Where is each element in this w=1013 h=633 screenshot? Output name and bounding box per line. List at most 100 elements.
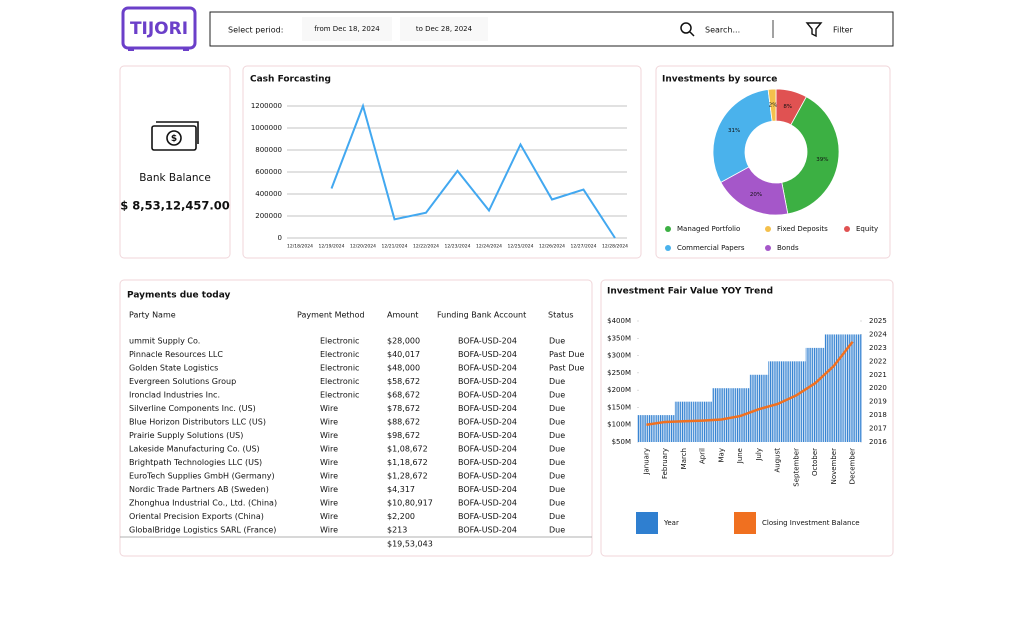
table-cell: Due [549,485,565,494]
filter-icon [805,22,823,38]
search-text: Search... [705,26,740,35]
legend-label: Closing Investment Balance [762,519,860,527]
table-cell: Silverline Components Inc. (US) [129,404,256,413]
slice-label: 39% [816,157,828,163]
bar [712,388,731,442]
table-cell: $213 [387,526,407,535]
y-tick-label: 1200000 [251,102,282,110]
table-cell: BOFA-USD-204 [458,499,517,508]
legend-label: Year [663,519,679,527]
table-cell: Wire [320,445,338,454]
slice-label: 2% [769,103,778,109]
table-cell: GlobalBridge Logistics SARL (France) [129,526,276,535]
table-cell: BOFA-USD-204 [458,350,517,359]
table-cell: BOFA-USD-204 [458,337,517,346]
legend-label: Managed Portfolio [677,225,740,233]
search-icon [689,31,695,37]
table-cell: $48,000 [387,364,420,373]
balance-title: Bank Balance [139,172,211,184]
table-cell: $98,672 [387,431,420,440]
y-tick-label: $300M [607,352,631,360]
table-cell: Electronic [320,350,359,359]
table-cell: Electronic [320,337,359,346]
table-cell: Wire [320,512,338,521]
table-cell: $58,672 [387,377,420,386]
table-cell: $1,28,672 [387,472,428,481]
search[interactable]: Search... [680,22,740,37]
table-cell: BOFA-USD-204 [458,458,517,467]
chart-title: Investment Fair Value YOY Trend [607,287,773,297]
table-cell: Due [549,404,565,413]
y2-tick-label: 2021 [869,371,887,379]
x-tick-label: July [755,448,763,462]
y-tick-label: $350M [607,334,631,342]
column-header: Amount [387,311,418,320]
legend-swatch [665,245,671,251]
y-tick-label: 400000 [255,190,282,198]
table-cell: BOFA-USD-204 [458,404,517,413]
x-tick-label: November [830,448,838,485]
table-cell: Electronic [320,391,359,400]
table-cell: BOFA-USD-204 [458,526,517,535]
table-cell: Blue Horizon Distributors LLC (US) [129,418,266,427]
table-cell: Due [549,458,565,467]
table-title: Payments due today [127,291,231,301]
table-cell: BOFA-USD-204 [458,512,517,521]
bar [637,415,656,442]
table-cell: Wire [320,526,338,535]
x-tick-label: 12/20/2024 [350,244,376,250]
x-tick-label: 12/28/2024 [602,244,628,250]
legend-swatch [665,226,671,232]
search-icon [680,22,692,34]
table-cell: Due [549,472,565,481]
y2-tick-label: 2024 [869,330,887,338]
y2-tick-label: 2016 [869,438,887,446]
dollar-sign: $ [171,134,177,144]
y-tick-label: 800000 [255,146,282,154]
x-tick-label: October [811,448,819,476]
y-tick-label: $50M [612,438,631,446]
y-tick-label: $100M [607,421,631,429]
y-tick-label: $150M [607,403,631,411]
table-cell: $40,017 [387,350,420,359]
bar [655,415,675,442]
x-tick-label: April [699,448,707,464]
table-cell: $68,672 [387,391,420,400]
table-cell: Electronic [320,364,359,373]
x-tick-label: 12/23/2024 [445,244,471,250]
filter[interactable]: Filter [805,22,854,38]
table-cell: BOFA-USD-204 [458,391,517,400]
table-cell: $28,000 [387,337,420,346]
legend-swatch [765,245,771,251]
table-cell: Zhonghua Industrial Co., Ltd. (China) [129,499,277,508]
table-cell: Pinnacle Resources LLC [129,350,223,359]
x-tick-label: May [717,448,725,462]
donut-slice [781,96,840,215]
logo[interactable]: TIJORI [121,6,197,51]
slice-label: 20% [750,192,762,198]
y-tick-label: 1000000 [251,124,282,132]
table-cell: Past Due [549,350,584,359]
table-cell: Wire [320,472,338,481]
legend-swatch [636,512,658,534]
x-tick-label: 12/19/2024 [319,244,345,250]
table-cell: Due [549,512,565,521]
table-cell: $2,200 [387,512,415,521]
y-tick-label: $400M [607,317,631,325]
table-cell: Wire [320,499,338,508]
cash-card [242,65,642,259]
table-cell: BOFA-USD-204 [458,418,517,427]
table-cell: Past Due [549,364,584,373]
date-from[interactable] [302,17,392,41]
date-to[interactable] [400,17,488,41]
table-cell: $4,317 [387,485,415,494]
y2-tick-label: 2025 [869,317,887,325]
y2-tick-label: 2022 [869,357,887,365]
chart-title: Cash Forcasting [250,75,331,85]
payments-card [119,279,593,557]
slice-label: 31% [728,128,740,134]
y-tick-label: 200000 [255,212,282,220]
logo-foot [183,47,189,51]
balance-card [119,65,231,259]
